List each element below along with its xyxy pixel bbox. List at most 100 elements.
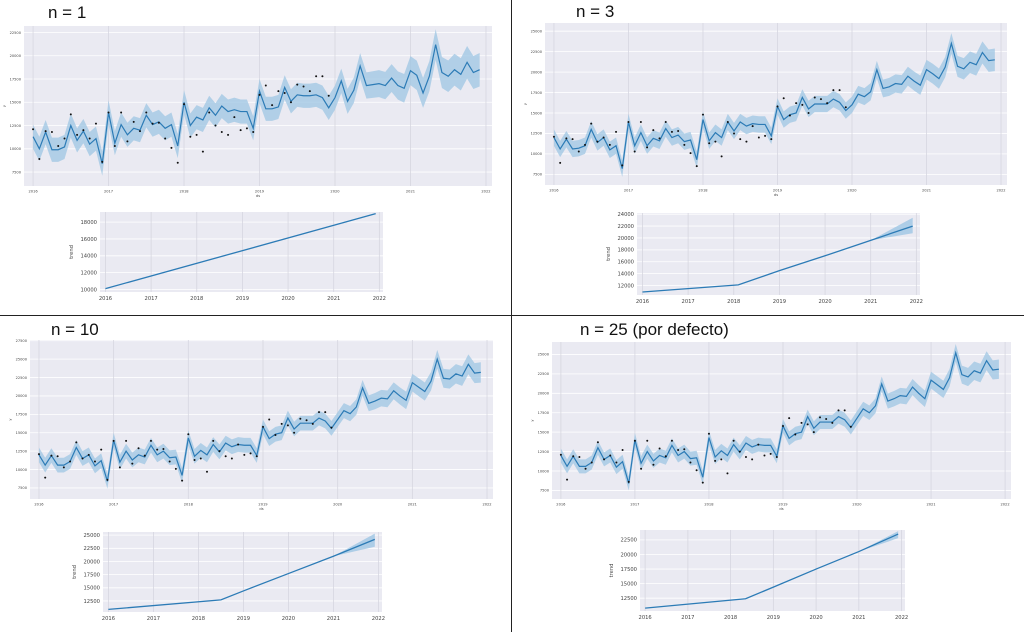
observed-point <box>571 138 574 141</box>
observed-point <box>44 476 47 479</box>
observed-point <box>615 130 618 133</box>
trend-ytick-label: 18000 <box>617 248 634 254</box>
trend-xtick-label: 2021 <box>327 616 340 622</box>
observed-point <box>100 448 103 451</box>
observed-point <box>646 439 649 442</box>
observed-point <box>181 479 184 482</box>
trend-xtick-label: 2021 <box>852 615 865 621</box>
trend-ytick-label: 16000 <box>80 237 97 243</box>
trend-line <box>105 213 376 290</box>
forecast-xtick-label: 2016 <box>28 190 38 194</box>
observed-point <box>812 431 815 434</box>
forecast-xlabel: ds <box>779 507 783 511</box>
forecast-ytick-label: 27500 <box>16 339 28 343</box>
observed-point <box>151 122 154 125</box>
observed-point <box>258 93 261 96</box>
observed-point <box>212 439 215 442</box>
observed-point <box>596 140 599 143</box>
trend-xtick-label: 2020 <box>818 299 831 305</box>
observed-point <box>283 91 286 94</box>
observed-point <box>324 411 327 414</box>
observed-point <box>578 456 581 459</box>
forecast-xtick-label: 2019 <box>255 190 265 194</box>
observed-point <box>677 130 680 132</box>
observed-point <box>769 452 772 455</box>
forecast-xtick-label: 2022 <box>1000 503 1009 507</box>
forecast-line <box>38 357 481 482</box>
observed-point <box>145 111 148 114</box>
observed-point <box>75 441 78 444</box>
observed-point <box>227 133 230 136</box>
observed-point <box>677 449 680 452</box>
forecast-ytick-label: 10000 <box>538 469 550 473</box>
forecast-xtick-label: 2021 <box>408 503 417 507</box>
panel-1: 7500 10000 12500 15000 17500 20000 22500 2016 20… <box>2 26 492 302</box>
trend-line <box>645 533 899 609</box>
trend-xtick-label: 2022 <box>895 615 908 621</box>
observed-point <box>584 467 587 470</box>
observed-point <box>701 113 704 116</box>
forecast-xtick-label: 2018 <box>698 189 708 193</box>
observed-point <box>794 433 797 436</box>
observed-point <box>125 439 128 442</box>
trend-xtick-label: 2018 <box>727 299 740 305</box>
observed-point <box>245 127 248 130</box>
observed-point <box>195 133 198 136</box>
forecast-xlabel: ds <box>259 507 263 511</box>
observed-point <box>566 478 569 481</box>
forecast-ylabel: y <box>530 419 534 422</box>
observed-point <box>825 417 828 420</box>
observed-point <box>708 142 711 145</box>
observed-point <box>233 116 236 119</box>
observed-point <box>670 439 673 442</box>
forecast-ytick-label: 7500 <box>533 173 543 177</box>
observed-point <box>249 452 252 455</box>
forecast-xtick-label: 2021 <box>922 189 931 193</box>
observed-point <box>189 135 192 138</box>
observed-point <box>781 424 784 427</box>
observed-point <box>695 469 698 472</box>
forecast-line <box>553 41 995 169</box>
forecast-ytick-label: 20000 <box>16 394 28 398</box>
observed-point <box>106 478 109 481</box>
trend-ylabel: trend <box>606 247 612 261</box>
forecast-plot-area <box>545 23 1007 185</box>
observed-point <box>640 467 643 470</box>
observed-point <box>670 130 673 133</box>
forecast-ytick-label: 12500 <box>538 450 550 454</box>
observed-point <box>608 143 611 146</box>
forecast-xtick-label: 2021 <box>406 190 415 194</box>
trend-ytick-label: 16000 <box>617 260 634 266</box>
observed-point <box>683 448 686 451</box>
observed-point <box>720 458 723 461</box>
uncertainty-band <box>560 344 999 491</box>
observed-point <box>107 111 110 114</box>
trend-ytick-label: 20000 <box>617 236 634 242</box>
observed-point <box>156 448 159 451</box>
observed-point <box>82 129 85 132</box>
forecast-ytick-label: 15000 <box>531 111 543 115</box>
forecast-ytick-label: 17500 <box>10 77 22 81</box>
forecast-ytick-label: 15000 <box>538 430 550 434</box>
observed-point <box>308 90 311 93</box>
forecast-xtick-label: 2022 <box>481 190 490 194</box>
panel-title-n10: n = 10 <box>51 320 99 339</box>
observed-point <box>149 439 152 442</box>
observed-point <box>69 460 72 463</box>
forecast-ylabel: y <box>2 104 6 107</box>
observed-point <box>609 454 612 457</box>
forecast-ytick-label: 22500 <box>538 372 550 376</box>
horizontal-divider <box>0 315 1024 316</box>
observed-point <box>57 145 60 147</box>
observed-point <box>199 457 202 460</box>
uncertainty-band <box>38 349 481 489</box>
observed-point <box>289 101 292 104</box>
forecast-ytick-label: 7500 <box>540 489 550 493</box>
forecast-ytick-label: 12500 <box>531 132 543 136</box>
trend-xtick-label: 2016 <box>636 299 649 305</box>
observed-point <box>205 470 208 473</box>
trend-xtick-label: 2020 <box>282 616 295 622</box>
observed-point <box>50 454 53 457</box>
observed-point <box>63 137 66 140</box>
panel-title-n25: n = 25 (por defecto) <box>580 320 729 339</box>
